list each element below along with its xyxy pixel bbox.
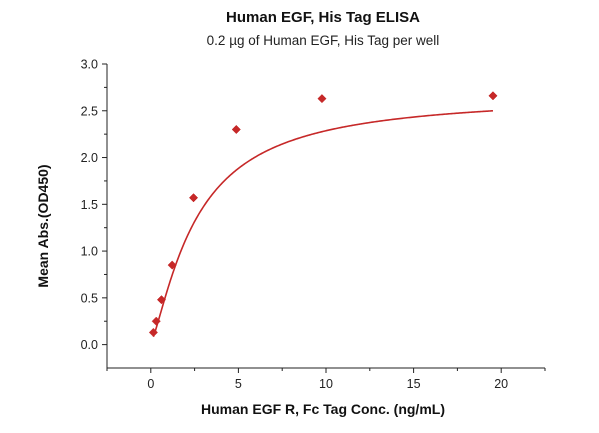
x-tick-label: 5 (235, 377, 242, 391)
data-point (317, 94, 327, 104)
data-point (156, 295, 167, 305)
data-point (167, 260, 177, 270)
chart-subtitle: 0.2 µg of Human EGF, His Tag per well (207, 33, 440, 48)
y-tick-label: 1.5 (81, 198, 98, 212)
x-tick-label: 20 (494, 377, 508, 391)
y-tick-label: 0.5 (81, 291, 98, 305)
data-point (151, 316, 161, 326)
y-axis-label: Mean Abs.(OD450) (35, 164, 51, 287)
fit-curve-layer (152, 110, 494, 338)
x-tick-label: 0 (147, 377, 154, 391)
x-axis-label: Human EGF R, Fc Tag Conc. (ng/mL) (201, 401, 445, 417)
data-point (488, 91, 498, 101)
axes: 0.0 0.5 1.0 1.5 2.0 2.5 3.0 0 5 10 15 20 (81, 58, 546, 391)
y-tick-label: 2.5 (81, 104, 98, 118)
x-tick-label: 10 (319, 377, 333, 391)
chart-title: Human EGF, His Tag ELISA (226, 9, 420, 26)
data-point (188, 193, 199, 203)
y-tick-label: 3.0 (81, 58, 98, 72)
y-tick-label: 2.0 (81, 151, 98, 165)
y-tick-label: 1.0 (81, 245, 98, 259)
data-point (231, 124, 241, 135)
data-point (148, 327, 158, 338)
fit-curve (152, 110, 494, 338)
x-tick-label: 15 (407, 377, 421, 391)
y-tick-label: 0.0 (81, 338, 98, 352)
data-points-layer (148, 91, 498, 338)
